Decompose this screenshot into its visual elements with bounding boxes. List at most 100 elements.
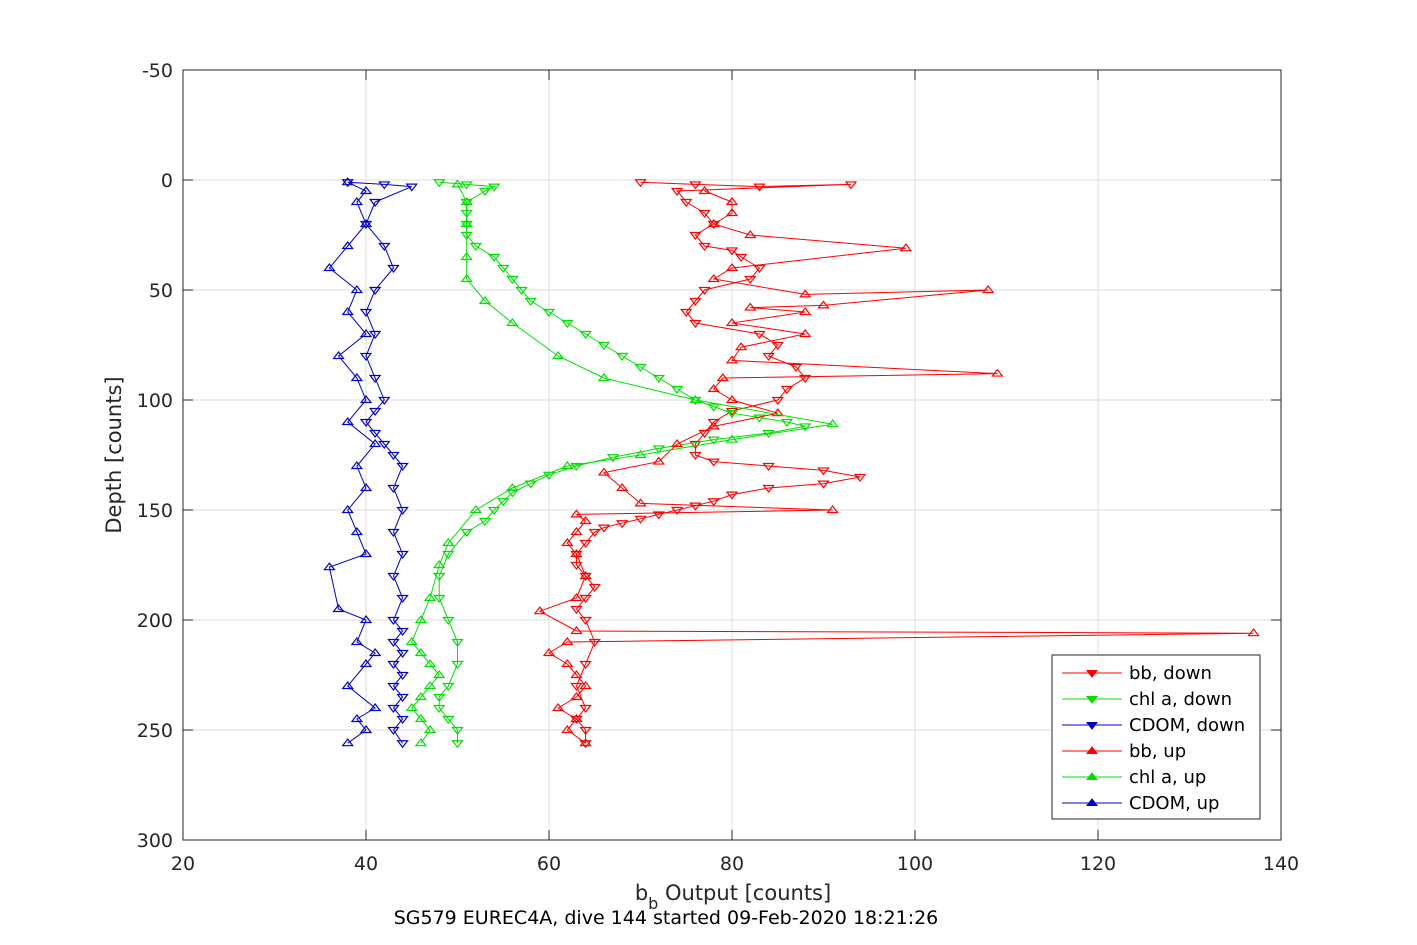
data-point [350,636,364,646]
data-point [981,284,995,294]
data-point [542,308,556,318]
legend-label: CDOM, down [1129,715,1245,736]
data-point [341,738,354,747]
data-point [579,726,592,736]
data-point [359,328,373,338]
legend-marker [1085,798,1099,806]
data-point [359,185,373,195]
data-point [725,434,739,443]
y-tick-label: -50 [142,60,173,82]
data-point [423,592,437,602]
data-point [350,372,364,382]
data-point [341,306,354,316]
data-point [570,592,583,602]
data-point [570,550,583,560]
data-point [725,317,739,327]
data-point [359,724,373,734]
series-1 [432,179,812,749]
data-point [707,273,720,283]
data-point [432,693,446,703]
data-point [405,636,418,646]
data-point [359,394,373,404]
data-point [432,594,446,604]
data-point [652,511,666,520]
data-point [579,616,592,626]
data-point [753,183,766,192]
legend-item-1: chl a, down [1062,689,1232,710]
data-point [762,484,775,494]
data-point [707,218,720,228]
data-point [689,319,702,329]
data-point [506,317,519,327]
data-point [350,196,364,206]
data-point [405,702,418,712]
legend-box [1051,654,1261,820]
data-point [442,715,455,725]
data-point [570,669,583,679]
data-point [634,449,647,459]
data-point [670,385,684,395]
data-point [442,537,455,547]
series-5 [323,177,382,747]
x-axis-label-subscript: b [648,894,658,913]
data-point [423,680,437,690]
legend-label: bb, up [1129,741,1186,762]
data-point [396,740,409,749]
legend-item-2: CDOM, down [1062,715,1245,736]
data-point [387,484,400,494]
data-point [716,372,730,382]
data-point [771,341,784,351]
series-2 [341,179,418,749]
data-point [826,504,839,514]
data-point [460,273,473,283]
data-point [579,539,592,549]
data-point [570,561,583,571]
data-point [414,738,428,747]
data-point [670,438,684,448]
data-point [451,179,464,188]
data-point [634,363,647,373]
data-point [725,410,739,419]
data-point [634,179,647,188]
data-point [707,458,720,467]
data-point [460,181,473,190]
x-axis-label-main: b [635,881,648,905]
data-point [753,414,766,423]
data-point [689,181,702,190]
data-point [725,355,739,364]
data-point [615,520,629,529]
data-point [460,218,473,228]
data-point [542,647,556,657]
data-point [497,498,510,507]
data-point [570,462,583,472]
data-point [689,297,702,307]
data-point [798,423,812,432]
data-point [423,724,437,734]
data-point [350,526,364,536]
y-tick-label: 100 [137,390,173,412]
data-point [460,251,473,261]
y-tick-label: 250 [137,720,173,742]
data-point [387,528,400,538]
data-point [707,403,720,412]
data-point [551,702,565,712]
data-point [689,231,702,241]
data-point [460,198,473,208]
data-point [570,548,583,558]
data-point [341,504,354,514]
data-point [387,264,400,274]
data-point [359,308,373,318]
data-point [771,408,784,417]
x-tick-label: 140 [1263,853,1299,875]
data-point [798,289,812,298]
data-point [680,308,693,318]
data-point [588,583,601,593]
data-point [396,671,409,681]
data-point [442,616,455,626]
x-axis-label-rest: Output [counts] [658,881,831,905]
data-point [478,295,492,305]
data-point [387,704,400,714]
legend-marker [1085,696,1099,704]
legend-item-0: bb, down [1062,663,1212,684]
data-point [1247,628,1260,637]
